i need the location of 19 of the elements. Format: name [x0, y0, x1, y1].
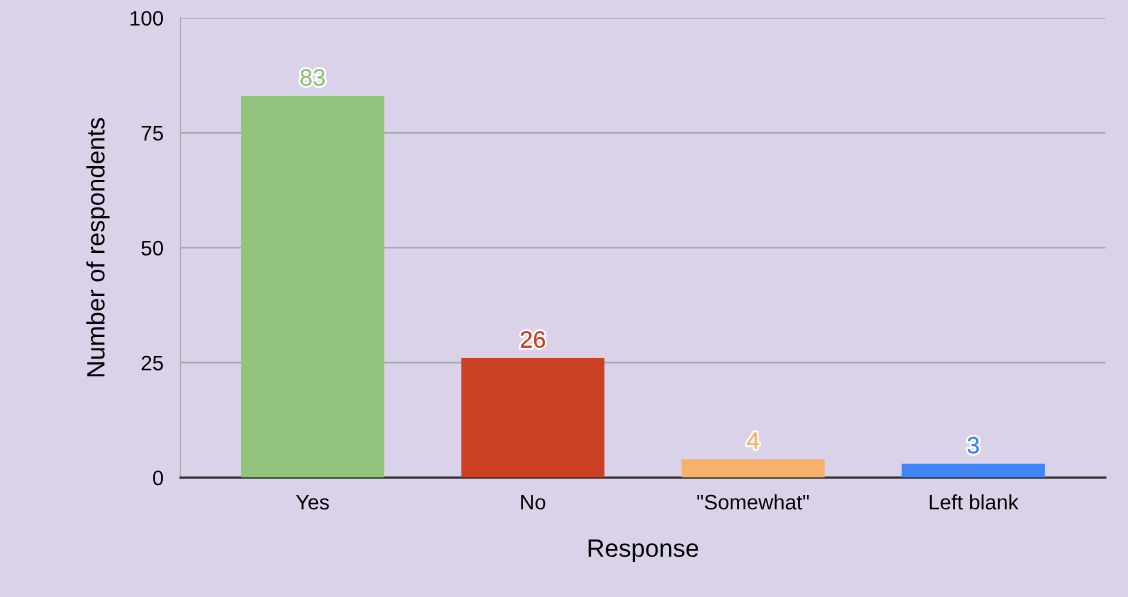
- bar: [901, 463, 1045, 478]
- x-axis-title: Response: [588, 539, 699, 562]
- y-tick-label: 25: [141, 355, 163, 371]
- bar: [681, 459, 825, 478]
- x-tick-label: Left blank: [929, 494, 1019, 510]
- y-tick-label: 50: [141, 240, 163, 256]
- y-axis-title: Number of respondents: [86, 118, 110, 377]
- x-tick-label: Yes: [296, 495, 329, 510]
- data-label: 26: [520, 331, 545, 348]
- data-label: 4: [747, 432, 759, 449]
- x-tick-label: No: [521, 495, 546, 510]
- bar: [461, 358, 605, 478]
- x-tick-label: "Somewhat": [697, 494, 809, 510]
- data-label: 83: [300, 69, 325, 86]
- y-tick-label: 100: [130, 10, 163, 26]
- y-tick-label: 0: [153, 470, 163, 486]
- bar: [241, 96, 385, 478]
- y-tick-label: 75: [141, 126, 163, 141]
- data-label: 3: [967, 436, 979, 454]
